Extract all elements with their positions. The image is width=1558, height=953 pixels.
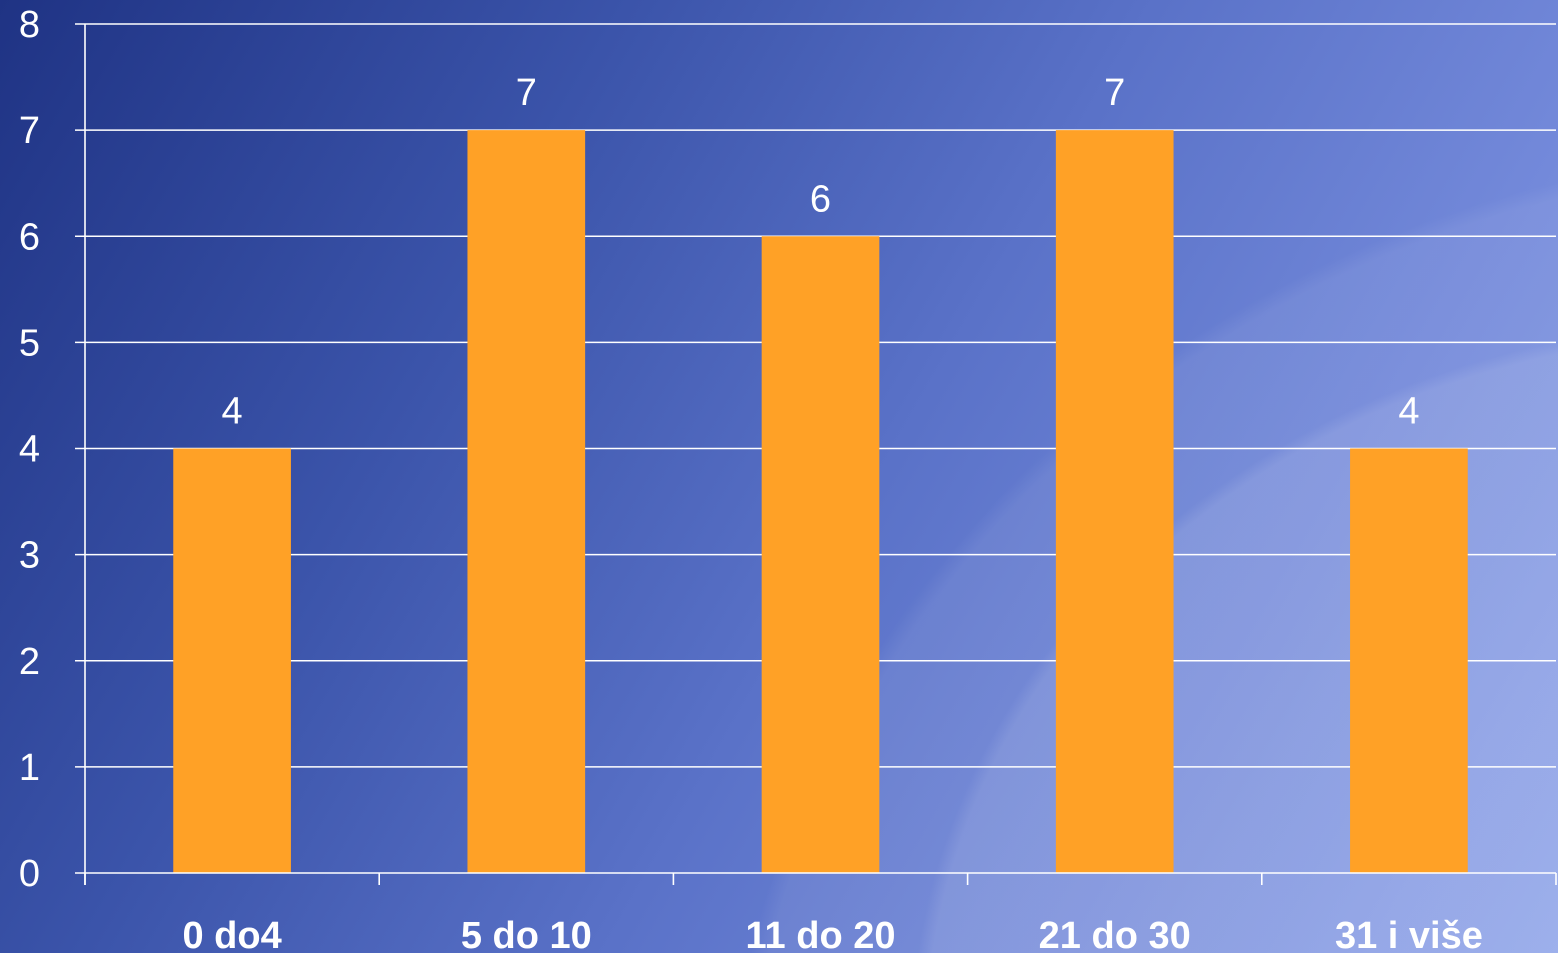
bar (467, 130, 586, 873)
x-category-label: 11 do 20 (746, 915, 896, 953)
bar (1055, 130, 1174, 873)
y-tick-label: 7 (19, 110, 40, 152)
data-labels: 4 7 6 7 4 (222, 72, 1420, 432)
y-tick-label: 8 (19, 4, 40, 46)
y-tick-label: 2 (19, 641, 40, 683)
y-tick-label: 1 (19, 747, 40, 789)
y-tick-label: 4 (19, 429, 40, 471)
data-label: 7 (516, 72, 537, 114)
data-label: 6 (810, 178, 831, 220)
y-tick-label: 3 (19, 535, 40, 577)
y-tick-label: 5 (19, 322, 40, 364)
data-label: 7 (1104, 72, 1125, 114)
bar (761, 236, 880, 873)
bars (173, 130, 1468, 873)
data-label: 4 (222, 391, 243, 433)
bar (1350, 448, 1468, 873)
y-tick-labels: 0 1 2 3 4 5 6 7 8 (19, 4, 40, 895)
x-category-label: 0 do4 (182, 915, 281, 953)
x-category-labels: 0 do4 5 do 10 11 do 20 21 do 30 31 i više (182, 915, 1482, 953)
x-category-label: 5 do 10 (461, 915, 592, 953)
bar (173, 448, 291, 873)
data-label: 4 (1398, 391, 1419, 433)
axes (75, 24, 1557, 885)
y-tick-label: 0 (19, 853, 40, 895)
y-tick-label: 6 (19, 216, 40, 258)
x-category-label: 31 i više (1335, 915, 1483, 953)
x-category-label: 21 do 30 (1039, 915, 1191, 953)
